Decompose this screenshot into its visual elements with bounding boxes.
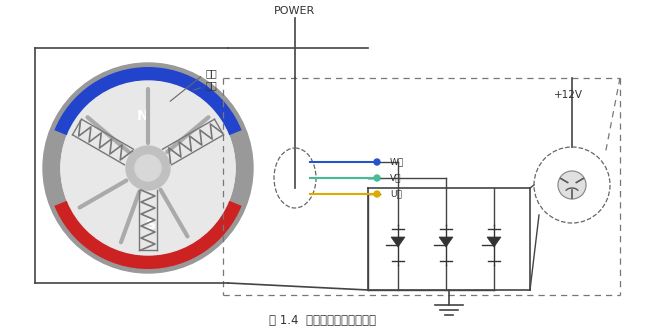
- Circle shape: [374, 191, 380, 197]
- Polygon shape: [391, 237, 405, 247]
- Wedge shape: [54, 198, 241, 269]
- Circle shape: [61, 81, 235, 255]
- Wedge shape: [54, 67, 241, 138]
- Circle shape: [126, 146, 170, 190]
- Text: V相: V相: [390, 174, 402, 183]
- Circle shape: [558, 171, 586, 199]
- Circle shape: [374, 175, 380, 181]
- Circle shape: [61, 81, 235, 255]
- Text: 转子: 转子: [206, 68, 218, 78]
- Text: N: N: [137, 109, 149, 123]
- Text: 图 1.4  无刷直流电机转动原理: 图 1.4 无刷直流电机转动原理: [270, 313, 377, 326]
- Text: 定子: 定子: [206, 80, 218, 90]
- Circle shape: [374, 159, 380, 165]
- Circle shape: [43, 63, 253, 273]
- Polygon shape: [439, 237, 453, 247]
- Polygon shape: [487, 237, 501, 247]
- Text: POWER: POWER: [274, 6, 316, 16]
- Text: U相: U相: [390, 190, 402, 199]
- Text: +12V: +12V: [554, 90, 583, 100]
- Text: S: S: [146, 218, 156, 232]
- Text: W相: W相: [390, 157, 404, 167]
- Circle shape: [135, 155, 161, 181]
